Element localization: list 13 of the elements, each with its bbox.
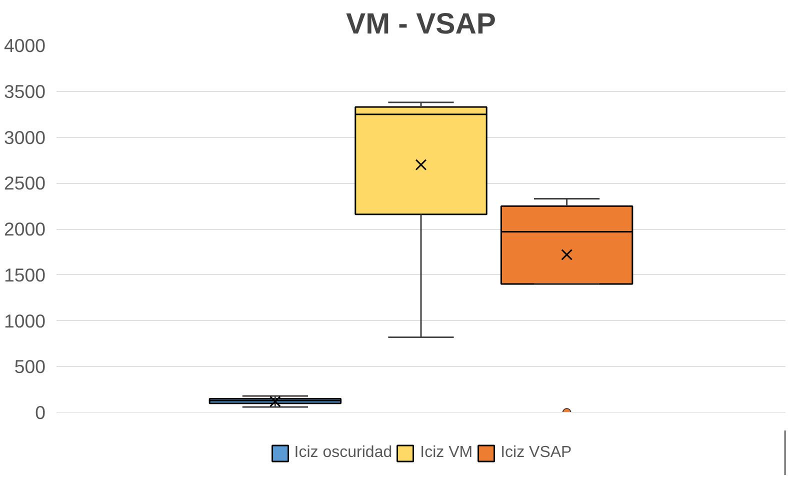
legend-label: Iciz VSAP	[500, 444, 572, 462]
y-tick-label: 0	[35, 402, 46, 423]
y-tick-label: 1500	[4, 264, 46, 286]
legend-label: Iciz oscuridad	[294, 444, 392, 462]
y-tick-label: 3500	[4, 80, 46, 102]
y-tick-label: 2500	[4, 172, 46, 194]
chart-title: VM - VSAP	[346, 8, 496, 40]
y-tick-label: 3000	[4, 126, 46, 148]
y-tick-label: 500	[14, 356, 46, 378]
legend-label: Iciz VM	[420, 444, 473, 462]
y-tick-label: 2000	[4, 218, 46, 240]
y-tick-label: 4000	[4, 35, 46, 56]
y-tick-label: 1000	[4, 310, 46, 332]
